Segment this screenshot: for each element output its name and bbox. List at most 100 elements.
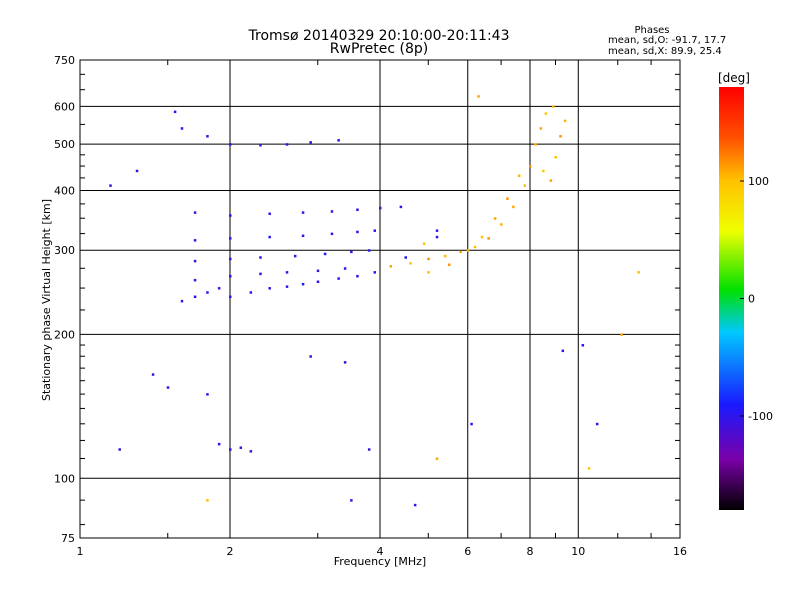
colorbar-tick-label: 100 xyxy=(748,175,769,188)
data-point xyxy=(435,229,439,232)
data-point xyxy=(316,269,320,273)
data-point xyxy=(193,239,197,242)
x-tick-label: 1 xyxy=(77,545,84,558)
data-point xyxy=(151,373,155,376)
data-point xyxy=(193,295,197,299)
stats-line-x: mean, sd,X: 89.9, 25.4 xyxy=(608,46,722,57)
data-point xyxy=(487,237,490,240)
data-point xyxy=(379,206,382,210)
data-point xyxy=(343,361,347,364)
grid-lines xyxy=(80,60,680,538)
data-point xyxy=(637,271,640,274)
data-point xyxy=(473,245,477,249)
data-point xyxy=(206,135,209,138)
colorbar xyxy=(719,87,744,510)
data-point xyxy=(217,287,221,290)
data-point xyxy=(373,271,377,274)
data-point xyxy=(229,257,232,261)
data-point xyxy=(435,457,439,460)
data-point xyxy=(337,277,340,280)
data-points xyxy=(109,95,640,507)
data-point xyxy=(470,422,473,426)
data-point xyxy=(512,205,515,209)
data-point xyxy=(587,467,591,470)
data-point xyxy=(443,254,447,258)
data-point xyxy=(552,105,555,108)
colorbar-tick-label: -100 xyxy=(748,410,773,423)
data-point xyxy=(595,422,599,426)
data-point xyxy=(249,291,253,294)
data-point xyxy=(373,229,377,232)
data-point xyxy=(447,263,451,267)
data-point xyxy=(493,217,497,220)
data-point xyxy=(343,267,347,270)
x-tick-label: 8 xyxy=(527,545,534,558)
y-tick-label: 300 xyxy=(54,244,75,257)
data-point xyxy=(581,344,585,347)
data-point xyxy=(206,499,209,502)
x-axis-label: Frequency [MHz] xyxy=(334,555,426,568)
data-point xyxy=(435,235,439,239)
data-point xyxy=(544,112,548,115)
data-point xyxy=(389,265,393,268)
x-tick-label: 6 xyxy=(464,545,471,558)
y-tick-label: 500 xyxy=(54,138,75,151)
data-point xyxy=(309,141,312,144)
data-point xyxy=(534,143,537,146)
data-point xyxy=(259,256,262,259)
y-tick-label: 100 xyxy=(54,472,75,485)
colorbar-ticks: 100 0 -100 xyxy=(740,175,773,423)
data-point xyxy=(404,256,407,259)
data-point xyxy=(399,205,403,209)
data-point xyxy=(559,135,562,138)
x-tick-label: 4 xyxy=(377,545,384,558)
data-point xyxy=(517,174,521,177)
data-point xyxy=(356,208,359,212)
chart-subtitle: RwPretec (8p) xyxy=(330,41,428,57)
y-tick-label: 750 xyxy=(54,54,75,67)
data-point xyxy=(356,274,359,278)
data-point xyxy=(337,139,340,142)
data-point xyxy=(217,442,221,446)
data-point xyxy=(180,127,184,130)
data-point xyxy=(239,446,243,449)
data-point xyxy=(206,393,209,396)
data-point xyxy=(135,169,139,173)
data-point xyxy=(549,179,553,182)
data-point xyxy=(367,249,371,252)
data-point xyxy=(118,448,121,451)
data-point xyxy=(529,165,532,168)
y-tick-label: 75 xyxy=(61,532,75,545)
data-point xyxy=(293,254,297,258)
data-point xyxy=(285,271,289,274)
data-point xyxy=(480,235,484,239)
x-tick-label: 2 xyxy=(227,545,234,558)
data-point xyxy=(249,450,253,453)
data-point xyxy=(413,503,417,507)
data-point xyxy=(229,214,232,217)
data-point xyxy=(166,386,170,389)
data-point xyxy=(554,156,557,159)
y-tick-label: 600 xyxy=(54,100,75,113)
data-point xyxy=(229,237,232,240)
axis-ticks: 1 2 4 6 8 10 16 75 100 200 300 400 500 600 750 xyxy=(54,54,687,558)
data-point xyxy=(229,295,232,299)
data-point xyxy=(330,232,334,236)
y-tick-label: 400 xyxy=(54,184,75,197)
data-point xyxy=(285,285,289,288)
data-point xyxy=(427,271,430,274)
data-point xyxy=(229,274,232,278)
data-point xyxy=(193,211,197,214)
y-axis-label: Stationary phase Virtual Height [km] xyxy=(40,199,53,401)
chart-title: Tromsø 20140329 20:10:00-20:11:43 xyxy=(248,28,510,44)
data-point xyxy=(542,169,545,173)
data-point xyxy=(523,184,527,187)
data-point xyxy=(173,110,177,114)
data-point xyxy=(427,257,430,261)
data-point xyxy=(109,184,112,187)
data-point xyxy=(309,355,312,358)
y-tick-label: 200 xyxy=(54,328,75,341)
data-point xyxy=(561,349,565,353)
data-point xyxy=(506,197,509,200)
